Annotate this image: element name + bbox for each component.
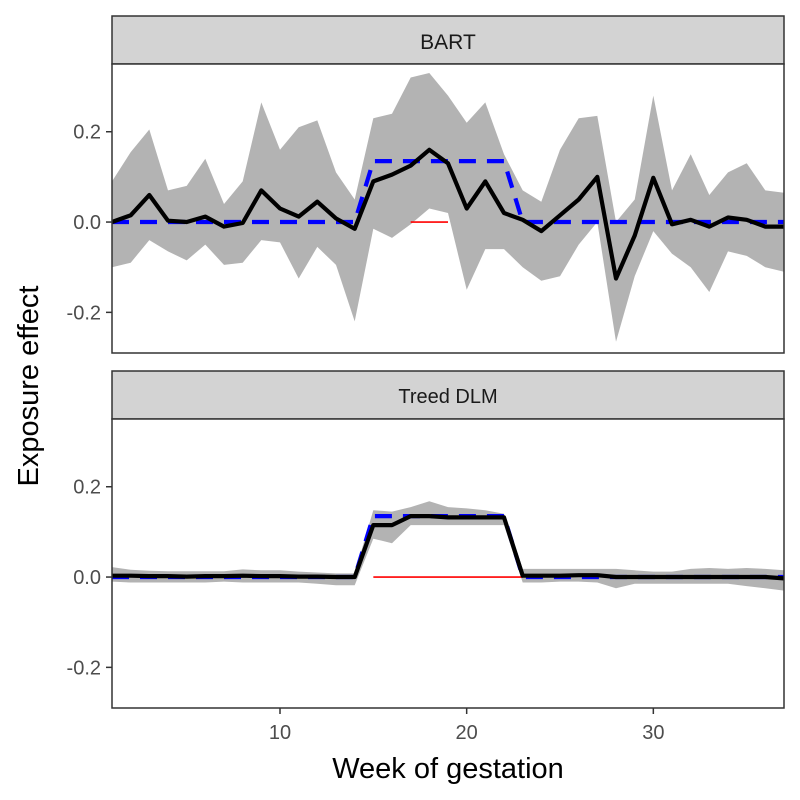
strip-treed-dlm [111,370,785,420]
y-axis-bart: -0.2 0.0 0.2 [67,122,112,324]
y-axis-title: Exposure effect [13,286,45,487]
y-tick-label: 0.0 [73,567,101,589]
y-tick-label: -0.2 [67,657,101,679]
x-tick-label: 10 [269,722,291,744]
x-tick-label: 20 [456,722,478,744]
strip-label-bart: BART [420,31,476,54]
y-tick-label: 0.0 [73,212,101,234]
y-tick-label: -0.2 [67,302,101,324]
marks-bart [111,73,784,342]
strip-bart [111,15,785,65]
y-tick-label: 0.2 [73,477,101,499]
estimate-line [112,513,785,581]
estimate-line [111,147,784,281]
x-tick-label: 30 [642,722,664,744]
y-axis-treed-dlm: -0.2 0.0 0.2 [67,477,112,679]
plot-border-treed-dlm [111,418,785,709]
strip-label-treed-dlm: Treed DLM [398,386,497,408]
x-axis: 10 20 30 [269,708,664,744]
marks-treed-dlm [112,501,785,591]
y-tick-label: 0.2 [73,122,101,144]
panel-treed-dlm: Treed DLM -0.2 0.0 0.2 [67,370,785,709]
plot-area-treed-dlm [112,419,784,708]
panel-bart: BART -0.2 0.0 0.2 [67,15,785,354]
x-axis-title: Week of gestation [332,753,564,785]
plot-border-bart [111,63,785,354]
